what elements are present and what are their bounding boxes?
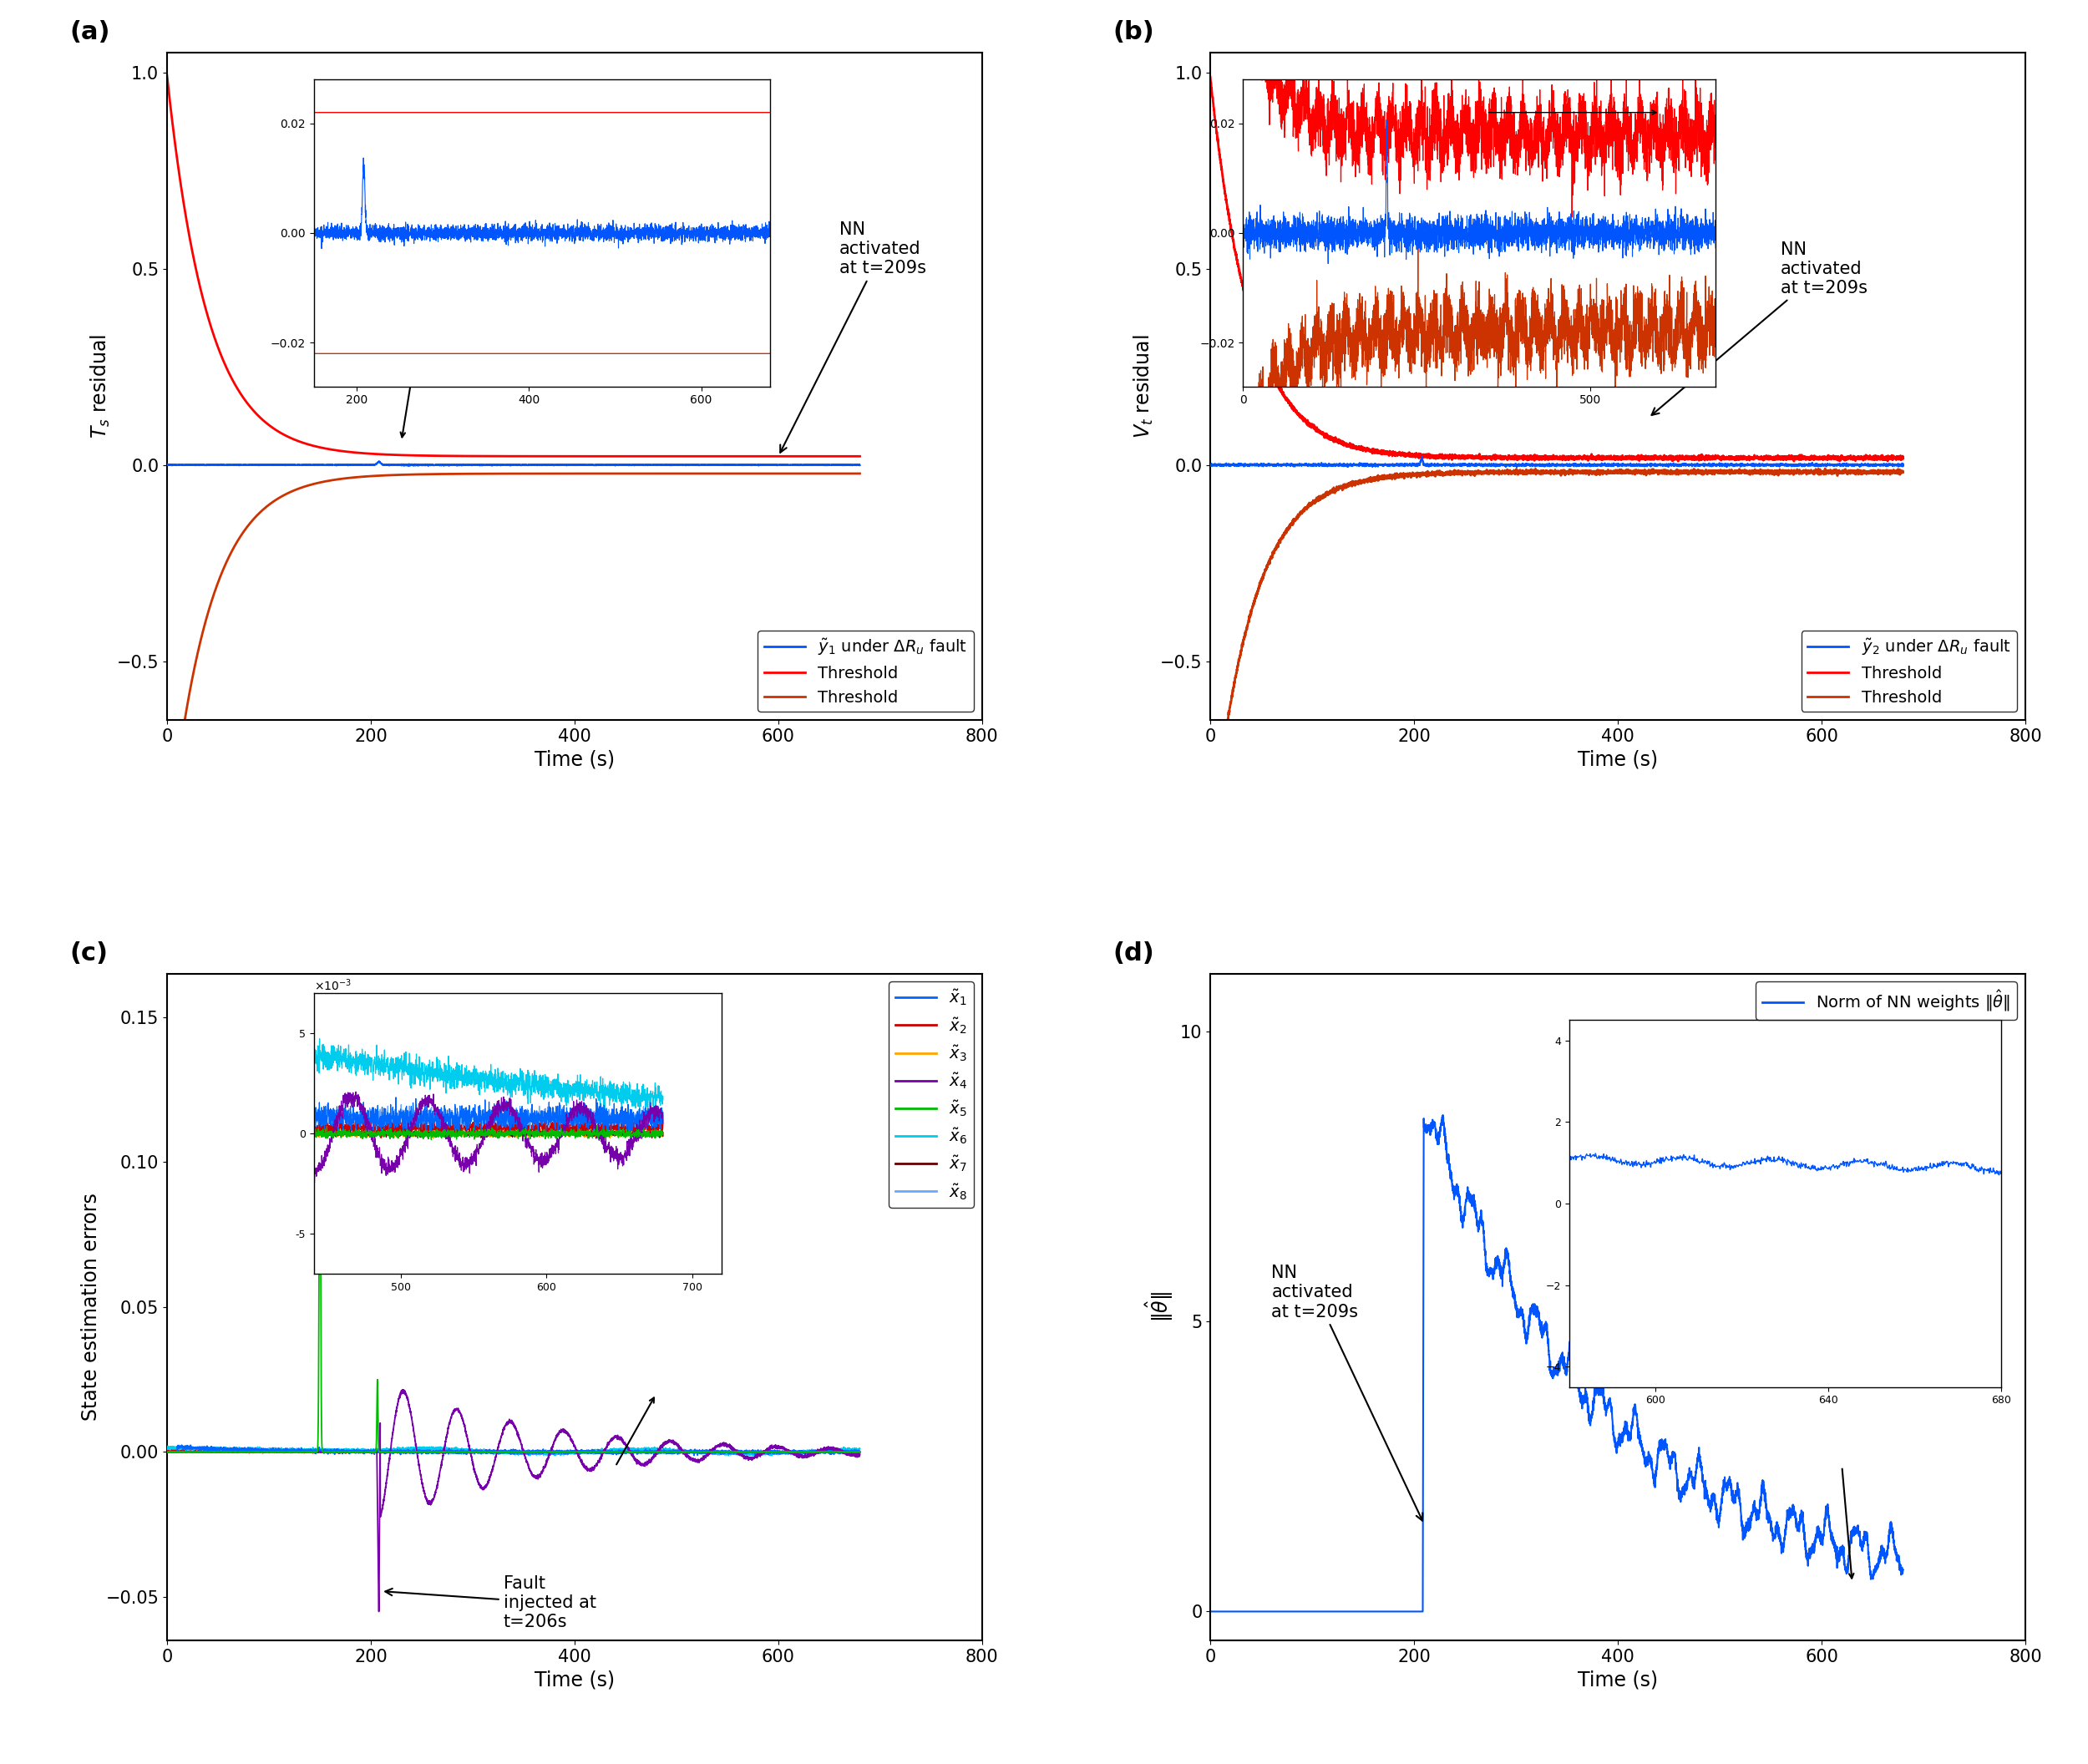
Legend: $\tilde{y}_1$ under $\Delta R_u$ fault, Threshold, Threshold: $\tilde{y}_1$ under $\Delta R_u$ fault, … xyxy=(758,632,973,713)
X-axis label: Time (s): Time (s) xyxy=(535,750,614,769)
X-axis label: Time (s): Time (s) xyxy=(1579,750,1658,769)
X-axis label: Time (s): Time (s) xyxy=(535,1671,614,1690)
Text: (c): (c) xyxy=(69,940,109,965)
X-axis label: Time (s): Time (s) xyxy=(1579,1671,1658,1690)
Text: NN
activated
at t=209s: NN activated at t=209s xyxy=(1272,1265,1422,1521)
Text: (a): (a) xyxy=(69,21,111,44)
Text: (b): (b) xyxy=(1113,21,1155,44)
Y-axis label: $T_s$ residual: $T_s$ residual xyxy=(90,333,113,439)
Y-axis label: State estimation errors: State estimation errors xyxy=(81,1192,100,1422)
Y-axis label: $\|\hat{\theta}\|$: $\|\hat{\theta}\|$ xyxy=(1144,1291,1176,1323)
Text: (d): (d) xyxy=(1113,940,1155,965)
Text: NN
activated
at t=209s: NN activated at t=209s xyxy=(781,222,927,453)
Text: NN
activated
at t=209s: NN activated at t=209s xyxy=(1652,242,1867,415)
Legend: Norm of NN weights $\|\hat{\theta}\|$: Norm of NN weights $\|\hat{\theta}\|$ xyxy=(1756,981,2017,1020)
Text: Fault
injected at
t=206s: Fault injected at t=206s xyxy=(386,1575,595,1630)
Legend: $\tilde{x}_1$, $\tilde{x}_2$, $\tilde{x}_3$, $\tilde{x}_4$, $\tilde{x}_5$, $\til: $\tilde{x}_1$, $\tilde{x}_2$, $\tilde{x}… xyxy=(889,981,973,1208)
Legend: $\tilde{y}_2$ under $\Delta R_u$ fault, Threshold, Threshold: $\tilde{y}_2$ under $\Delta R_u$ fault, … xyxy=(1802,632,2017,713)
Y-axis label: $V_t$ residual: $V_t$ residual xyxy=(1132,335,1155,439)
